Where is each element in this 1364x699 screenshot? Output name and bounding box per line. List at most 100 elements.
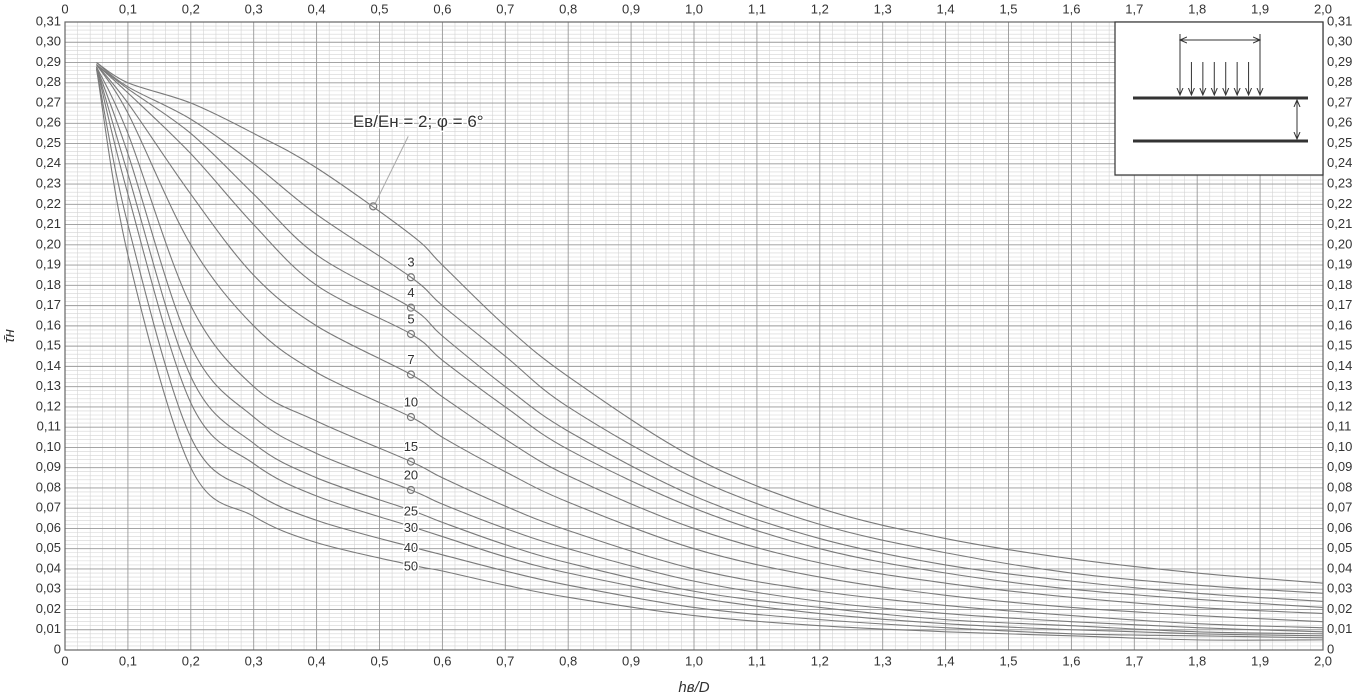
point-marker xyxy=(406,273,416,282)
y-tick-label-right: 0,17 xyxy=(1327,297,1352,312)
x-tick-label-top: 1,4 xyxy=(937,1,955,16)
y-tick-label-right: 0,07 xyxy=(1327,500,1352,515)
curve xyxy=(96,62,1324,594)
y-tick-label-right: 0,30 xyxy=(1327,34,1352,49)
x-tick-label-top: 1,2 xyxy=(811,1,829,16)
x-tick-label: 0,3 xyxy=(245,653,263,668)
y-tick-label: 0,19 xyxy=(36,257,61,272)
y-tick-label-right: 0,13 xyxy=(1327,378,1352,393)
y-tick-label-right: 0,03 xyxy=(1327,581,1352,596)
y-tick-label: 0,20 xyxy=(36,236,61,251)
y-tick-label: 0,11 xyxy=(37,419,61,434)
curve xyxy=(96,64,1324,615)
x-tick-label: 1,2 xyxy=(811,653,829,668)
curves xyxy=(95,62,1324,641)
y-tick-label: 0,15 xyxy=(36,338,61,353)
curve xyxy=(96,62,1324,584)
x-tick-label-top: 0,8 xyxy=(559,1,577,16)
x-tick-label-top: 0,6 xyxy=(433,1,451,16)
x-tick-label-top: 2,0 xyxy=(1314,1,1332,16)
annotation-marker xyxy=(369,202,378,211)
curve xyxy=(95,66,1324,629)
y-tick-label: 0,21 xyxy=(36,216,61,231)
y-tick-label: 0,04 xyxy=(36,560,61,575)
point-marker xyxy=(406,329,416,339)
x-tick-label: 2,0 xyxy=(1314,653,1332,668)
series-label: 3 xyxy=(407,255,414,270)
y-tick-label: 0,07 xyxy=(36,500,61,515)
curve xyxy=(95,66,1324,633)
x-tick-label-top: 0 xyxy=(61,1,68,16)
y-tick-label: 0,23 xyxy=(36,176,61,191)
series-label: 40 xyxy=(404,540,418,555)
y-tick-label-right: 0,14 xyxy=(1327,358,1352,373)
x-tick-label: 1,9 xyxy=(1251,653,1269,668)
major-grid xyxy=(64,21,1324,651)
curve xyxy=(95,68,1324,639)
x-tick-label: 0,1 xyxy=(119,653,137,668)
y-tick-label-right: 0,09 xyxy=(1327,459,1352,474)
y-tick-label: 0,27 xyxy=(36,94,61,109)
y-tick-label: 0,29 xyxy=(36,54,61,69)
y-tick-label-right: 0,19 xyxy=(1327,257,1352,272)
y-tick-label: 0,22 xyxy=(36,196,61,211)
x-tick-label: 1,7 xyxy=(1125,653,1143,668)
y-tick-label: 0,06 xyxy=(36,520,61,535)
x-tick-label: 1,0 xyxy=(685,653,703,668)
x-tick-label: 0,7 xyxy=(496,653,514,668)
x-axis-title: hв/D xyxy=(678,679,709,696)
curve xyxy=(95,66,1324,635)
y-tick-label-right: 0,26 xyxy=(1327,115,1352,130)
y-tick-label: 0,02 xyxy=(36,601,61,616)
annotation: Eв/Eн = 2; φ = 6° xyxy=(353,112,484,131)
x-tick-label-top: 0,2 xyxy=(182,1,200,16)
x-tick-label-top: 0,1 xyxy=(119,1,137,16)
y-tick-label: 0,16 xyxy=(36,317,61,332)
y-tick-label-right: 0,04 xyxy=(1327,560,1352,575)
leader-line xyxy=(374,136,409,204)
y-tick-label: 0,13 xyxy=(36,378,61,393)
x-tick-label-top: 1,6 xyxy=(1062,1,1080,16)
y-tick-label: 0,30 xyxy=(36,34,61,49)
y-tick-label: 0,12 xyxy=(36,398,61,413)
point-marker xyxy=(406,370,416,379)
load-arrows xyxy=(1180,62,1260,95)
x-tick-label: 1,1 xyxy=(748,653,766,668)
curve xyxy=(95,66,1324,637)
series-label: 50 xyxy=(404,558,418,573)
x-tick-label-top: 1,5 xyxy=(999,1,1017,16)
y-tick-label: 0,03 xyxy=(36,581,61,596)
point-marker xyxy=(406,457,416,466)
y-tick-label: 0,10 xyxy=(36,439,61,454)
y-tick-label-right: 0,20 xyxy=(1327,236,1352,251)
series-label: 7 xyxy=(407,352,414,367)
series-label: 20 xyxy=(404,467,418,482)
x-tick-label: 0,2 xyxy=(182,653,200,668)
point-marker xyxy=(406,412,416,422)
y-tick-label-right: 0,25 xyxy=(1327,135,1352,150)
series-label: 4 xyxy=(407,285,414,300)
y-tick-label-right: 0,11 xyxy=(1327,419,1351,434)
x-tick-label: 1,8 xyxy=(1188,653,1206,668)
series-label: 25 xyxy=(404,504,418,519)
y-tick-label-right: 0 xyxy=(1327,641,1334,656)
x-tick-label: 0,9 xyxy=(622,653,640,668)
y-tick-label: 0,09 xyxy=(36,459,61,474)
y-tick-label-right: 0,27 xyxy=(1327,94,1352,109)
y-tick-label-right: 0,06 xyxy=(1327,520,1352,535)
y-tick-label-right: 0,10 xyxy=(1327,439,1352,454)
y-tick-label-right: 0,29 xyxy=(1327,54,1352,69)
point-marker xyxy=(406,485,416,495)
y-tick-label-right: 0,05 xyxy=(1327,540,1352,555)
y-tick-label-right: 0,24 xyxy=(1327,155,1352,170)
y-tick-label-right: 0,15 xyxy=(1327,338,1352,353)
x-tick-label-top: 1,7 xyxy=(1125,1,1143,16)
curve xyxy=(96,64,1324,602)
y-tick-label: 0,01 xyxy=(36,621,61,636)
curve xyxy=(95,64,1324,623)
x-tick-label: 0,8 xyxy=(559,653,577,668)
y-tick-label-right: 0,23 xyxy=(1327,176,1352,191)
series-label: 30 xyxy=(404,520,418,535)
x-tick-label-top: 1,3 xyxy=(874,1,892,16)
